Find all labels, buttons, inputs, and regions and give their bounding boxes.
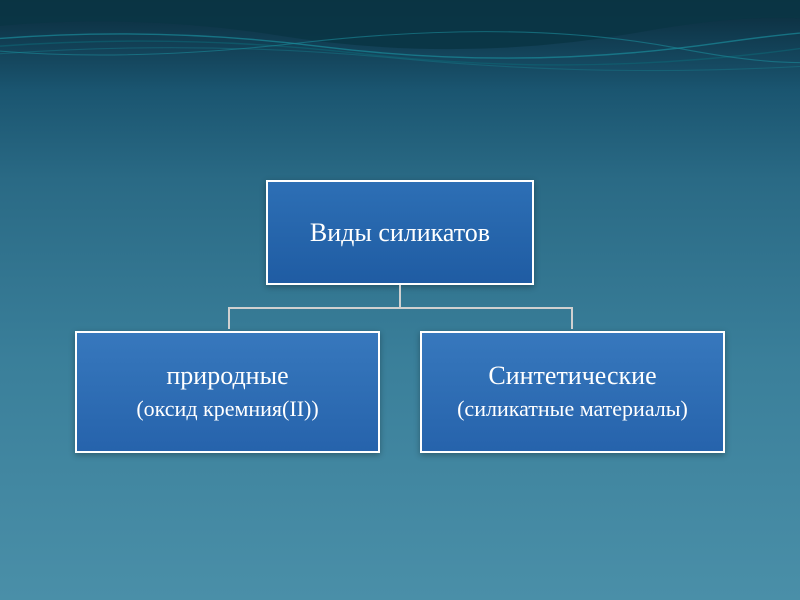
connector-root-down xyxy=(399,285,401,307)
connector-horizontal xyxy=(228,307,573,309)
child-subtitle: (оксид кремния(II)) xyxy=(136,395,318,424)
connector-left-down xyxy=(228,307,230,329)
child-node-synthetic: Синтетические (силикатные материалы) xyxy=(420,331,725,453)
child-title: природные xyxy=(166,360,288,391)
children-row: природные (оксид кремния(II)) Синтетичес… xyxy=(50,331,750,453)
child-subtitle: (силикатные материалы) xyxy=(457,395,688,424)
root-node: Виды силикатов xyxy=(266,180,534,285)
child-title: Синтетические xyxy=(488,360,656,391)
child-node-natural: природные (оксид кремния(II)) xyxy=(75,331,380,453)
root-label: Виды силикатов xyxy=(310,218,490,248)
wave-decoration xyxy=(0,0,800,140)
wave-svg xyxy=(0,0,800,100)
tree-diagram: Виды силикатов природные (оксид кремния(… xyxy=(50,180,750,453)
connector-right-down xyxy=(571,307,573,329)
